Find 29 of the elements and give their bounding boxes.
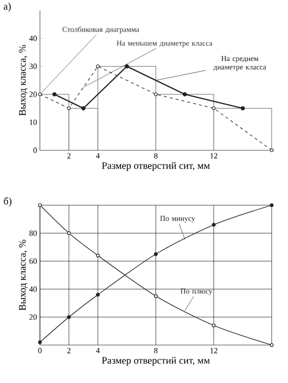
point [154,92,158,96]
point [154,252,158,256]
chart-title: б) [4,197,12,207]
y-axis-title: Выход класса, % [19,45,28,116]
point [212,106,216,110]
x-axis-title: Размер отверстий сит, мм [102,356,210,366]
chart-title: а) [4,2,11,12]
point [96,254,100,258]
point [67,315,71,319]
point [81,106,86,110]
point [182,92,188,96]
point [212,324,216,328]
point [96,64,100,68]
point [154,294,158,298]
point [240,106,245,110]
point [270,148,274,152]
point [96,292,100,297]
point [52,92,57,96]
point [270,203,274,208]
point [38,203,42,208]
point [38,340,42,344]
point [67,106,71,110]
point [124,64,130,68]
point [67,231,71,236]
point [212,222,216,227]
y-axis-title: Выход класса, % [19,240,28,310]
x-axis-title: Размер отверстий сит, мм [102,162,210,171]
point [38,92,42,96]
point [270,343,274,347]
